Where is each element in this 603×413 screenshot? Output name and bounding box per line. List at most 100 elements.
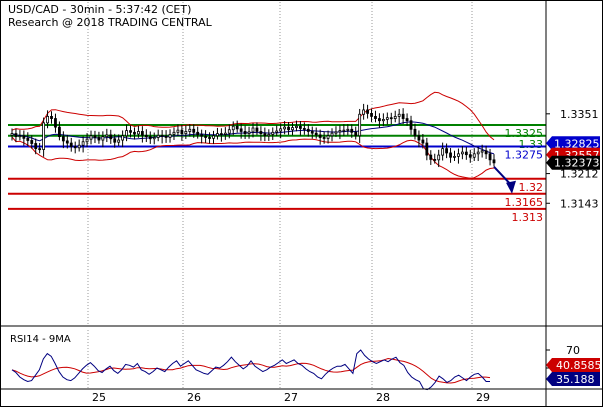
candle-body (180, 129, 184, 135)
candle (117, 134, 121, 146)
candle (299, 121, 302, 136)
candle (263, 127, 267, 142)
candle-body (216, 133, 219, 137)
candle (93, 130, 97, 144)
candle-body (437, 154, 441, 161)
candle-body (93, 135, 97, 138)
candle-body (362, 109, 366, 115)
candle-body (89, 135, 93, 140)
candle-body (350, 128, 354, 133)
x-tick-label: 28 (376, 391, 390, 404)
candle-body (417, 135, 421, 141)
candle-body (299, 125, 302, 129)
candle (105, 128, 109, 143)
candle-body (247, 131, 251, 135)
candle (409, 115, 413, 135)
candle-body (468, 154, 472, 158)
y-tick-label: 1.3143 (560, 197, 599, 210)
candle-body (464, 151, 468, 156)
bollinger-lower-line (11, 136, 495, 179)
candle (50, 111, 53, 124)
candle (54, 113, 57, 133)
candle-body (204, 135, 207, 138)
candle-body (97, 137, 101, 141)
candle-body (38, 148, 42, 151)
candle (42, 117, 46, 157)
price-value-tag: 1.32825 (546, 136, 600, 151)
candle (129, 125, 132, 138)
value-tag-label: 35.188 (556, 373, 595, 386)
candle (38, 142, 42, 154)
candle (318, 129, 322, 145)
candle-body (342, 129, 346, 132)
candle-body (283, 126, 287, 130)
candle-body (306, 128, 310, 132)
candle (314, 127, 318, 139)
candle (180, 124, 184, 141)
candle (374, 110, 377, 123)
candle (188, 124, 192, 137)
candle (89, 130, 93, 145)
candle-body (176, 129, 180, 133)
candle-body (188, 128, 192, 132)
candle (204, 130, 207, 143)
candle-body (291, 127, 294, 131)
candle-body (61, 136, 65, 142)
candle (231, 121, 235, 136)
candle (449, 148, 452, 163)
candle-body (275, 130, 279, 133)
candle (330, 128, 334, 142)
candle-body (58, 126, 61, 138)
candle-body (85, 138, 89, 143)
candle (176, 124, 180, 137)
candle-body (287, 126, 290, 131)
candle (362, 103, 366, 120)
candle-body (105, 134, 109, 138)
candle-body (18, 135, 22, 138)
candle (101, 131, 105, 148)
candle-body (405, 118, 409, 122)
x-tick-label: 27 (284, 391, 298, 404)
rsi-title: RSI14 - 9MA (10, 334, 71, 345)
candle-body (409, 120, 413, 130)
candle (287, 121, 290, 135)
candle (476, 146, 480, 162)
candle (243, 125, 247, 140)
candle (247, 126, 251, 139)
candle-body (243, 131, 247, 134)
candle (271, 127, 275, 141)
candle (109, 129, 113, 144)
candle (322, 131, 326, 144)
candle-body (208, 137, 211, 139)
candle-body (366, 109, 369, 114)
candle (148, 131, 152, 144)
candle-body (413, 128, 417, 137)
candle-body (259, 131, 263, 134)
candle (58, 121, 61, 141)
price-value-tag: 1.32373 (546, 155, 600, 170)
y-tick-label: 1.3212 (560, 168, 599, 181)
grid-layer (87, 2, 473, 389)
candle-body (271, 131, 275, 135)
candle-body (192, 128, 196, 133)
candle-body (227, 129, 231, 134)
candle-body (255, 127, 259, 132)
candle-body (34, 143, 38, 150)
candle (460, 146, 464, 160)
candle (168, 129, 172, 143)
candle-body (263, 133, 267, 137)
candle (212, 130, 215, 144)
candle (251, 123, 255, 138)
candle (235, 120, 239, 133)
candle (421, 133, 425, 149)
candle-body (385, 117, 389, 120)
candle (192, 124, 196, 138)
rsi-layer: RSI14 - 9MA (10, 334, 491, 391)
candle (69, 137, 73, 152)
axis-layer: 25262728291.33511.32121.31431.331.328251… (92, 108, 602, 404)
candle-body (381, 119, 385, 122)
candle (61, 131, 65, 149)
candle (97, 131, 101, 144)
candle-body (449, 152, 452, 158)
